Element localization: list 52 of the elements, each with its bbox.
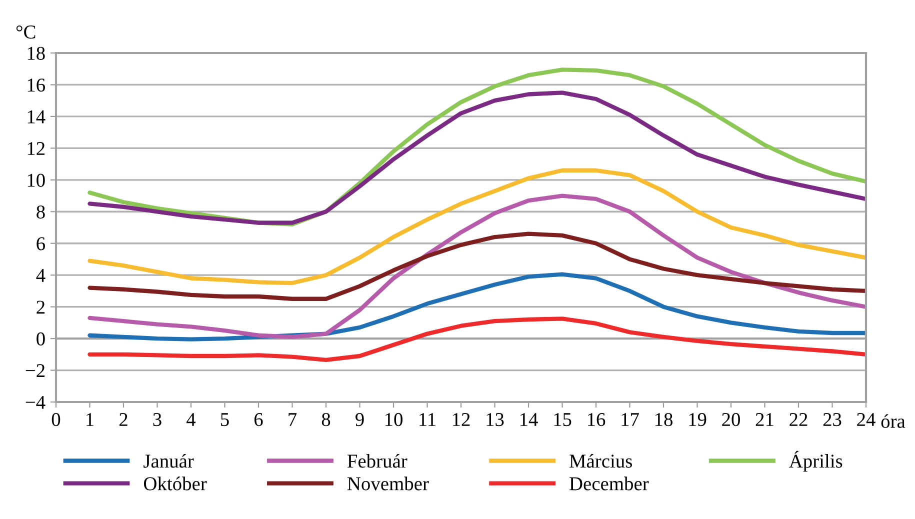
y-tick-label: −4	[26, 396, 46, 409]
y-tick-label: 14	[28, 110, 46, 124]
x-tick-label: 7	[288, 413, 297, 426]
line-series	[88, 272, 866, 342]
line-series	[88, 168, 866, 286]
x-tick-label: 12	[452, 413, 470, 426]
x-axis-title: óra	[881, 414, 906, 428]
y-tick-label: 10	[28, 174, 45, 187]
x-tick-label: 6	[254, 413, 263, 426]
y-tick-label: 6	[36, 237, 46, 250]
x-tick-label: 8	[322, 412, 330, 426]
y-tick-label: 8	[36, 205, 45, 219]
y-tick-label: 2	[36, 300, 45, 314]
x-tick-label: 20	[722, 412, 740, 426]
x-tick-label: 21	[756, 413, 774, 426]
legend-label: December	[570, 476, 649, 490]
x-tick-label: 1	[86, 413, 94, 426]
x-tick-label: 0	[52, 412, 60, 426]
y-tick-label: 18	[28, 46, 45, 60]
x-tick-label: 22	[790, 413, 808, 426]
x-tick-label: 9	[356, 413, 364, 426]
legend-label: Október	[144, 476, 207, 490]
x-tick-label: 11	[420, 413, 436, 426]
x-tick-label: 19	[689, 413, 706, 426]
legend-label: Március	[570, 454, 632, 468]
x-tick-label: 24	[857, 413, 876, 426]
y-tick-label: 12	[28, 142, 45, 155]
line-series	[88, 194, 866, 340]
legend-label: Február	[347, 454, 408, 468]
line-series	[88, 232, 866, 301]
y-tick-label: 16	[28, 78, 46, 92]
x-tick-label: 13	[486, 413, 504, 426]
legend-label: Április	[789, 450, 842, 472]
x-tick-label: 16	[588, 413, 606, 426]
x-tick-label: 18	[655, 412, 672, 426]
y-tick-label: −2	[26, 364, 45, 378]
x-tick-label: 10	[385, 412, 402, 426]
legend-label: Január	[144, 454, 194, 468]
x-tick-label: 4	[186, 413, 196, 426]
x-tick-label: 17	[622, 413, 639, 426]
x-tick-label: 3	[153, 413, 162, 426]
line-series	[88, 90, 866, 225]
legend-label: November	[347, 476, 429, 490]
x-tick-label: 2	[119, 413, 128, 426]
y-axis-title: °C	[16, 25, 36, 39]
x-tick-label: 5	[221, 413, 229, 426]
line-series	[88, 316, 866, 362]
y-tick-label: 4	[36, 269, 46, 282]
x-tick-label: 23	[823, 413, 842, 426]
y-tick-label: 0	[36, 332, 45, 346]
x-tick-label: 14	[520, 413, 538, 426]
x-tick-label: 15	[554, 413, 572, 426]
